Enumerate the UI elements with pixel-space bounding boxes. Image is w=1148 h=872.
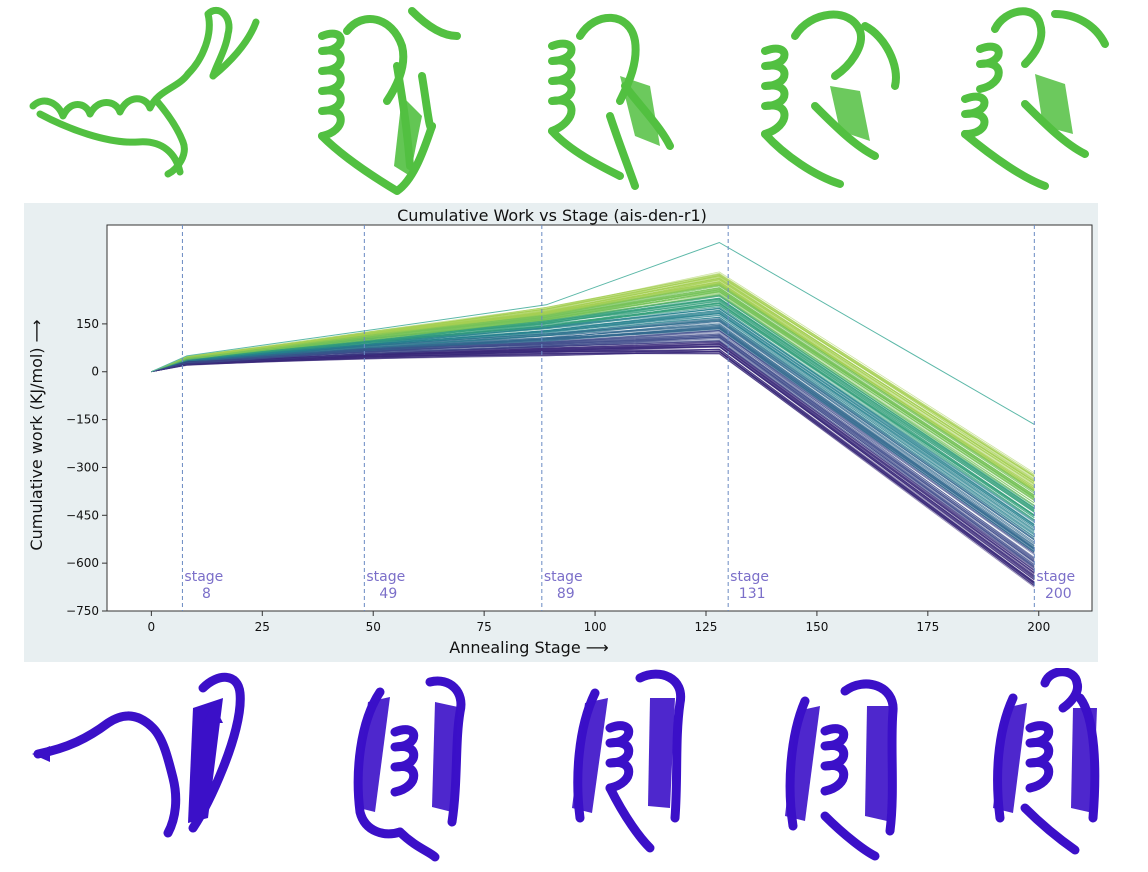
x-tick-label: 0 — [148, 620, 156, 634]
y-axis-label: Cumulative work (KJ/mol) ⟶ — [27, 319, 46, 550]
trajectory-line — [151, 352, 1035, 588]
y-tick-label: −600 — [66, 556, 99, 570]
trajectory-line — [151, 278, 1035, 485]
trajectory-line — [151, 316, 1035, 534]
plot-area: 0 25 50 75 100 125 150 175 200 −750 −600 −450 −300 −1… — [66, 224, 1093, 634]
x-axis-label: Annealing Stage ⟶ — [449, 638, 608, 657]
y-tick-label: −750 — [66, 604, 99, 618]
bottom-ribbon-structure-4 — [785, 679, 898, 861]
trajectory-line — [151, 308, 1035, 525]
bottom-ribbon-structure-5 — [993, 668, 1100, 855]
y-tick-label: 150 — [76, 317, 99, 331]
y-tick-label: −450 — [66, 508, 99, 522]
y-tick-label: 0 — [91, 365, 99, 379]
x-tick-label: 50 — [366, 620, 381, 634]
y-tick-label: −150 — [66, 413, 99, 427]
x-tick-label: 100 — [584, 620, 607, 634]
stage-marker-label: stage — [184, 569, 223, 585]
outlier-trajectory-line — [151, 241, 1035, 425]
bottom-ribbon-structure-3 — [572, 669, 686, 853]
trajectory-lines — [151, 241, 1035, 588]
x-tick-label: 125 — [695, 620, 718, 634]
chart-title: Cumulative Work vs Stage (ais-den-r1) — [397, 206, 707, 225]
top-ribbon-structure-2 — [318, 7, 461, 195]
top-ribbon-structure-3 — [548, 13, 674, 190]
stage-marker-value: 131 — [739, 586, 766, 602]
work-vs-stage-chart: Cumulative Work vs Stage (ais-den-r1) 0 2… — [27, 206, 1093, 657]
y-tick-label: −300 — [66, 460, 99, 474]
stage-marker-label: stage — [1036, 569, 1075, 585]
bottom-ribbon-structure-2 — [353, 676, 466, 862]
stage-marker-label: stage — [544, 569, 583, 585]
top-ribbon-structure-4 — [761, 10, 900, 188]
stage-marker-label: stage — [730, 569, 769, 585]
stage-marker-label: stage — [366, 569, 405, 585]
top-ribbon-structure-5 — [961, 7, 1109, 190]
x-tick-label: 150 — [805, 620, 828, 634]
bottom-ribbon-structure-1 — [32, 672, 245, 838]
top-ribbon-structure-1 — [29, 6, 260, 178]
stage-marker-value: 8 — [202, 586, 211, 602]
top-structure-row — [0, 0, 1148, 195]
stage-marker-value: 89 — [557, 586, 575, 602]
stage-marker-value: 49 — [379, 586, 397, 602]
chart-panel: Cumulative Work vs Stage (ais-den-r1) 0 2… — [24, 203, 1098, 662]
x-tick-label: 75 — [476, 620, 491, 634]
x-tick-label: 25 — [255, 620, 270, 634]
x-tick-label: 200 — [1027, 620, 1050, 634]
trajectory-line — [151, 285, 1035, 496]
trajectory-line — [151, 330, 1035, 554]
stage-marker-value: 200 — [1045, 586, 1072, 602]
bottom-structure-row — [0, 662, 1148, 872]
x-tick-label: 175 — [916, 620, 939, 634]
trajectory-line — [151, 302, 1035, 516]
